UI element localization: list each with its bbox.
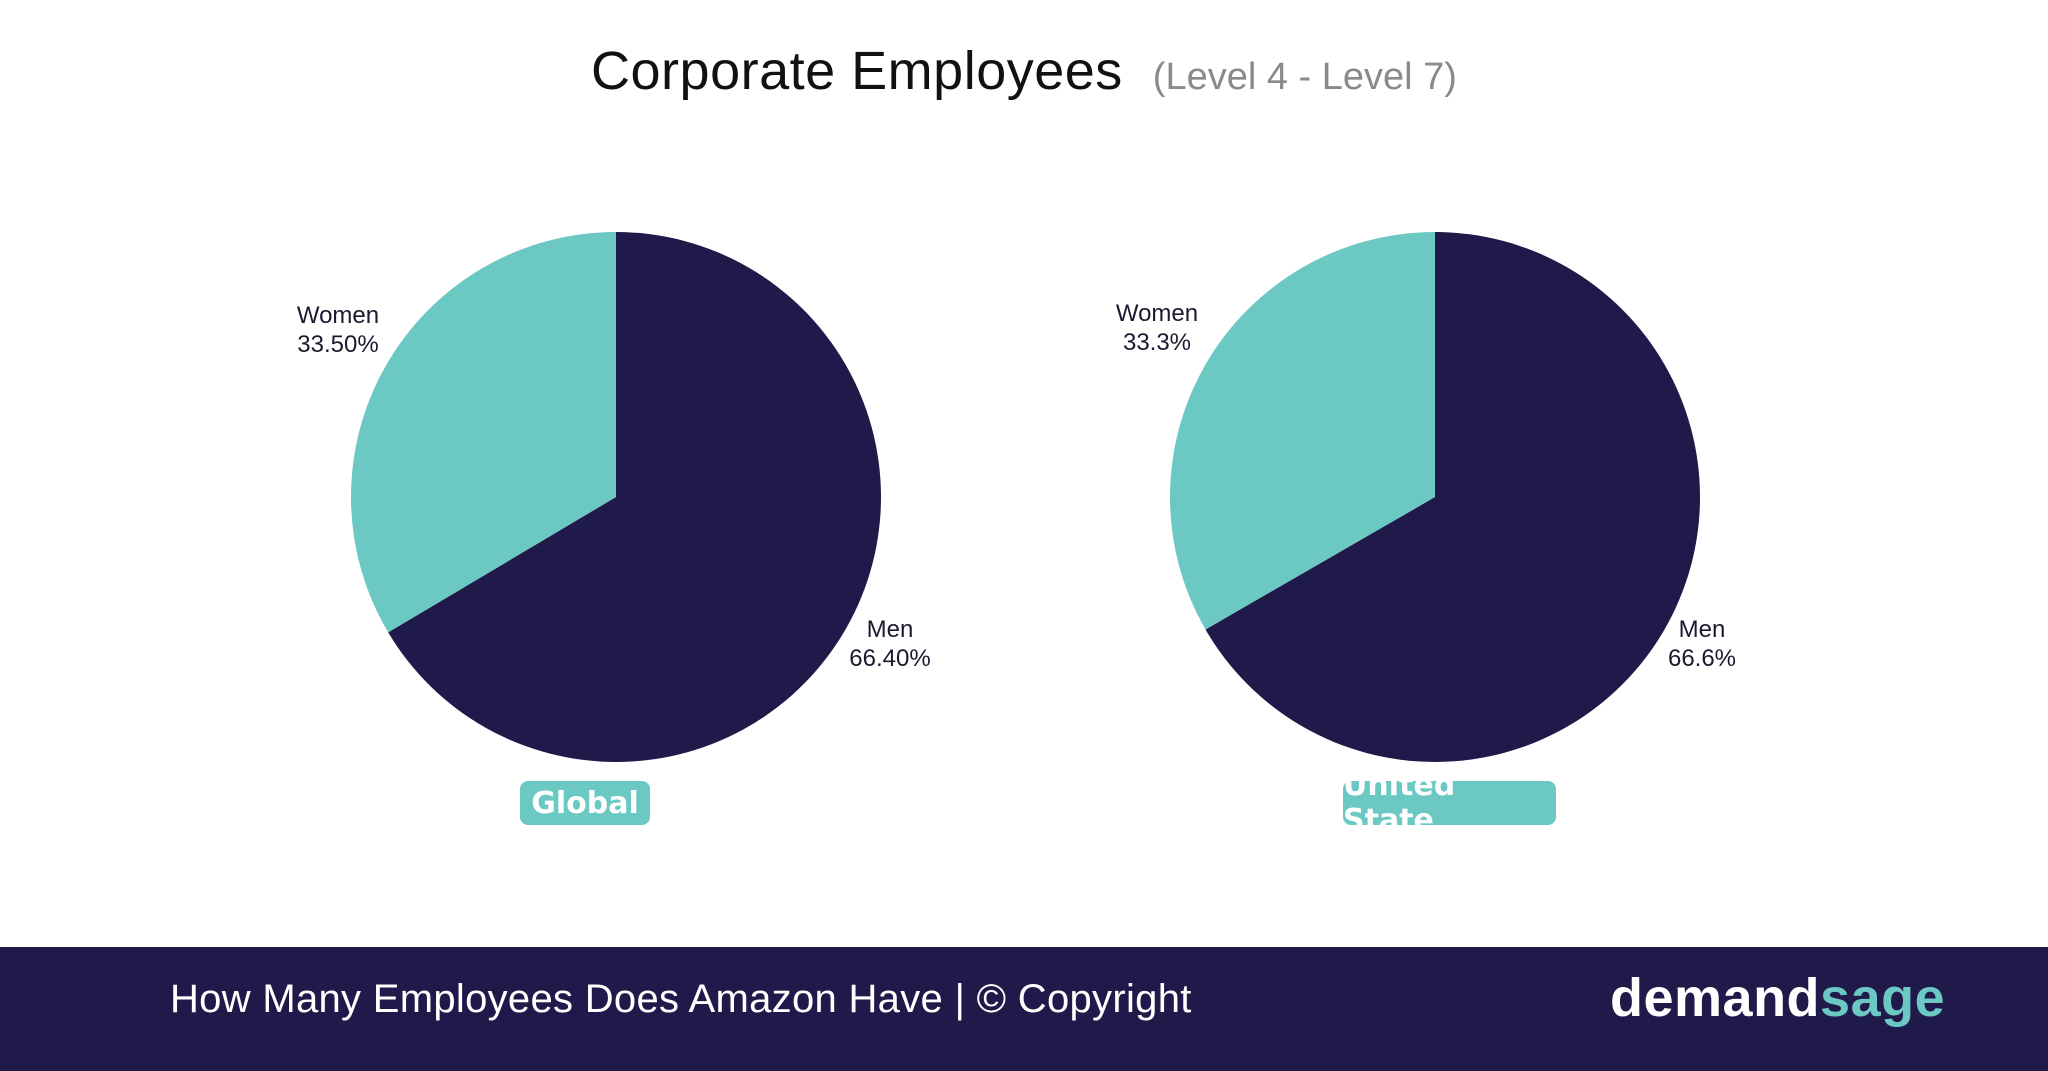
brand-logo-part2: sage (1820, 968, 1946, 1028)
pie-1-slice-women (1169, 232, 1435, 630)
pie-1-slice-men (1205, 232, 1700, 762)
pie-1-women-name-label: Women (1116, 300, 1198, 327)
pie-0-slice-men (388, 232, 881, 762)
chart-title: Corporate Employees (591, 41, 1123, 101)
pie-1-men-value-label: 66.6% (1668, 645, 1736, 672)
footer-caption: How Many Employees Does Amazon Have | © … (170, 977, 1192, 1021)
pie-0-women-name-label: Women (297, 302, 379, 329)
global-badge: Global (520, 781, 650, 825)
pie-0-men-value-label: 66.40% (849, 645, 930, 672)
pie-0-slice-women (350, 232, 616, 633)
footer-bar: How Many Employees Does Amazon Have | © … (0, 947, 2048, 1071)
brand-logo: demandsage (1610, 967, 1945, 1029)
brand-logo-part1: demand (1610, 968, 1821, 1028)
chart-header: Corporate Employees (Level 4 - Level 7) (0, 40, 2048, 110)
pie-1-women-value-label: 33.3% (1123, 329, 1191, 356)
chart-subtitle: (Level 4 - Level 7) (1152, 56, 1457, 98)
pie-0-men-name-label: Men (867, 616, 914, 643)
united-state-badge: United State (1343, 768, 1556, 838)
pie-0-women-value-label: 33.50% (297, 331, 378, 358)
pie-1-men-name-label: Men (1679, 616, 1726, 643)
